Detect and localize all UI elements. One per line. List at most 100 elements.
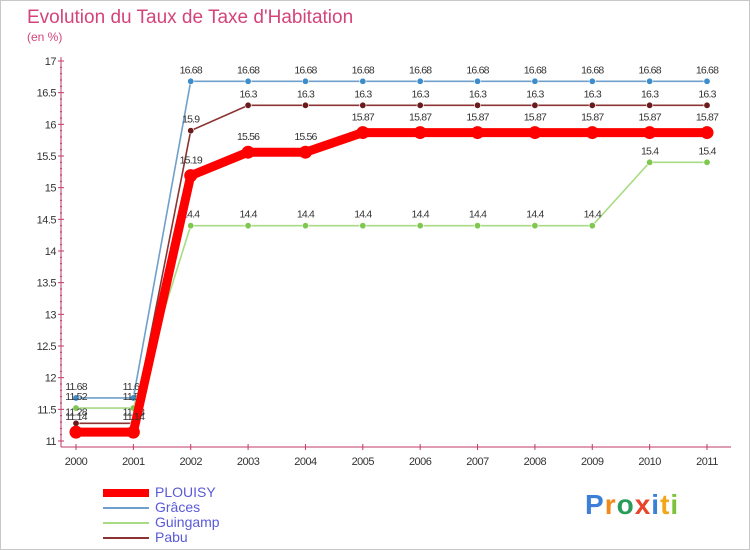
- data-point-graces: [588, 77, 596, 85]
- proxiti-logo: Proxiti: [585, 489, 680, 520]
- data-label-guingamp: 14.4: [297, 209, 315, 221]
- legend-label-graces: Grâces: [155, 499, 201, 515]
- data-label-plouisy: 11.14: [65, 411, 87, 423]
- data-label-pabu: 16.3: [469, 88, 487, 100]
- data-point-graces: [72, 394, 80, 402]
- data-label-graces: 16.68: [180, 64, 203, 76]
- data-point-guingamp: [416, 222, 424, 230]
- data-point-graces: [359, 77, 367, 85]
- chart-title: Evolution du Taux de Taxe d'Habitation: [27, 7, 354, 28]
- data-label-pabu: 15.9: [182, 114, 200, 126]
- data-point-graces: [301, 77, 309, 85]
- data-point-pabu: [301, 101, 309, 109]
- data-point-graces: [703, 77, 711, 85]
- data-point-plouisy: [585, 126, 599, 140]
- data-label-pabu: 11.28: [65, 406, 87, 418]
- data-point-guingamp: [588, 222, 596, 230]
- data-point-pabu: [187, 127, 195, 135]
- data-label-graces: 16.68: [294, 64, 317, 76]
- x-tick-label: 2011: [696, 456, 718, 468]
- data-label-guingamp: 14.4: [584, 209, 602, 221]
- data-label-plouisy: 11.14: [123, 411, 145, 423]
- data-label-plouisy: 15.87: [638, 112, 661, 124]
- series-line-plouisy: [71, 128, 712, 437]
- data-label-graces: 16.68: [524, 64, 547, 76]
- data-point-guingamp: [187, 222, 195, 230]
- data-point-plouisy: [298, 145, 312, 159]
- data-point-plouisy: [528, 126, 542, 140]
- data-label-guingamp: 11.52: [65, 391, 87, 403]
- data-point-pabu: [474, 101, 482, 109]
- y-tick-label: 11.5: [37, 404, 56, 416]
- data-label-plouisy: 15.87: [524, 112, 547, 124]
- y-tick-label: 13.5: [37, 278, 57, 290]
- legend-item-plouisy: PLOUISY: [101, 485, 301, 500]
- x-tick-label: 2005: [352, 456, 375, 468]
- data-label-plouisy: 15.87: [409, 112, 432, 124]
- data-label-graces: 16.68: [352, 64, 375, 76]
- data-point-graces: [531, 77, 539, 85]
- x-tick-label: 2009: [581, 456, 604, 468]
- y-tick-label: 14.5: [37, 214, 57, 226]
- data-label-graces: 11.68: [65, 381, 87, 393]
- data-point-pabu: [244, 101, 252, 109]
- data-point-plouisy: [69, 425, 83, 439]
- data-label-plouisy: 15.87: [696, 112, 719, 124]
- data-label-pabu: 16.3: [698, 88, 716, 100]
- data-point-guingamp: [72, 404, 80, 412]
- legend-label-plouisy: PLOUISY: [155, 484, 216, 500]
- data-point-plouisy: [241, 145, 255, 159]
- data-label-plouisy: 15.19: [180, 155, 203, 167]
- legend-swatch-pabu: [103, 536, 149, 539]
- plot-area: [61, 57, 737, 445]
- data-point-graces: [646, 77, 654, 85]
- data-point-plouisy: [643, 126, 657, 140]
- data-point-plouisy: [413, 126, 427, 140]
- data-point-pabu: [416, 101, 424, 109]
- data-point-graces: [187, 77, 195, 85]
- data-label-plouisy: 15.87: [352, 112, 375, 124]
- data-label-graces: 16.68: [581, 64, 604, 76]
- y-tick-label: 12: [45, 373, 57, 385]
- data-label-graces: 16.68: [696, 64, 719, 76]
- y-tick-label: 16.5: [37, 88, 57, 100]
- legend-item-graces: Grâces: [101, 500, 301, 515]
- legend-swatch-guingamp: [103, 521, 149, 524]
- y-tick-label: 12.5: [37, 341, 57, 353]
- data-label-pabu: 16.3: [526, 88, 544, 100]
- data-label-plouisy: 15.56: [237, 131, 260, 143]
- y-tick-label: 14: [45, 246, 57, 258]
- data-label-pabu: 16.3: [354, 88, 372, 100]
- data-point-pabu: [646, 101, 654, 109]
- data-label-pabu: 16.3: [297, 88, 315, 100]
- data-point-pabu: [359, 101, 367, 109]
- y-tick-label: 15: [45, 183, 57, 195]
- data-label-plouisy: 15.87: [581, 112, 604, 124]
- data-point-plouisy: [471, 126, 485, 140]
- data-point-pabu: [531, 101, 539, 109]
- data-label-guingamp: 14.4: [354, 209, 372, 221]
- data-label-graces: 16.68: [466, 64, 489, 76]
- chart-subtitle: (en %): [27, 30, 63, 44]
- series-line-graces: [75, 80, 708, 399]
- x-tick-label: 2010: [638, 456, 661, 468]
- data-label-guingamp: 15.4: [641, 145, 659, 157]
- y-tick-label: 16: [45, 119, 57, 131]
- legend: PLOUISY Grâces Guingamp Pabu: [101, 485, 301, 545]
- data-label-pabu: 16.3: [239, 88, 257, 100]
- data-point-graces: [244, 77, 252, 85]
- legend-swatch-graces: [103, 506, 149, 509]
- legend-swatch-plouisy: [103, 488, 149, 497]
- series-line-pabu: [75, 104, 708, 425]
- x-tick-label: 2006: [409, 456, 432, 468]
- data-label-pabu: 16.3: [584, 88, 602, 100]
- y-tick-label: 15.5: [37, 151, 57, 163]
- data-point-graces: [416, 77, 424, 85]
- x-tick-label: 2003: [237, 456, 260, 468]
- x-tick-label: 2000: [65, 456, 88, 468]
- legend-item-pabu: Pabu: [101, 530, 301, 545]
- x-tick-label: 2001: [122, 456, 145, 468]
- data-point-graces: [474, 77, 482, 85]
- data-point-plouisy: [126, 425, 140, 439]
